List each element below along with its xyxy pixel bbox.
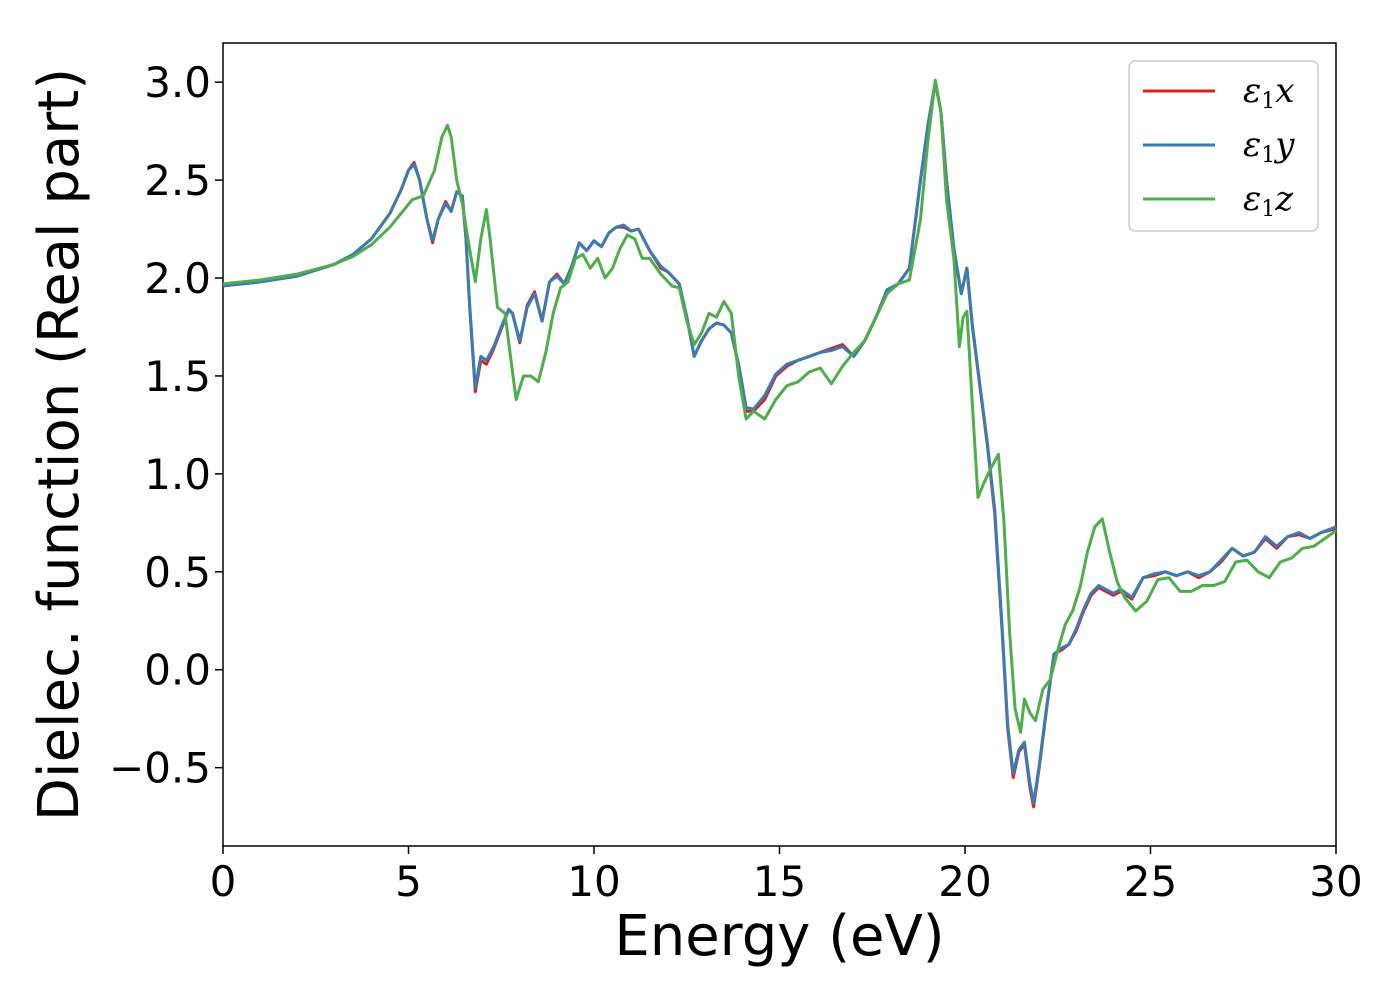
y-tick-label: 1.0 <box>144 450 211 499</box>
y-tick-label: 1.5 <box>144 352 211 401</box>
x-tick-label: 25 <box>1124 857 1177 906</box>
legend-label: ε1z <box>1243 179 1294 222</box>
legend-symbol: ε <box>1243 125 1261 165</box>
y-tick-label: 2.0 <box>144 254 211 303</box>
x-tick-label: 30 <box>1309 857 1362 906</box>
y-tick-label: 0.5 <box>144 548 211 597</box>
legend-variable: x <box>1275 71 1294 111</box>
series-lines <box>222 78 1337 809</box>
y-axis-label: Dielec. function (Real part) <box>27 68 92 821</box>
legend-label: ε1x <box>1243 71 1294 114</box>
series-line-y <box>222 80 1337 805</box>
x-tick-label: 15 <box>753 857 806 906</box>
x-tick-label: 0 <box>210 857 237 906</box>
legend-variable: y <box>1273 125 1295 165</box>
legend-subscript: 1 <box>1261 143 1275 168</box>
legend-symbol: ε <box>1243 179 1261 219</box>
axis-ticks: 0 5 10 15 20 25 30 −0.5 0.0 0.5 1.0 1.5 2.0 2.5 3.0 <box>109 58 1363 906</box>
legend-box <box>1128 60 1319 232</box>
series-line-z <box>222 78 1337 734</box>
legend-label: ε1y <box>1243 125 1295 168</box>
x-tick-label: 20 <box>938 857 991 906</box>
y-tick-label: 2.5 <box>144 156 211 205</box>
legend-subscript: 1 <box>1261 197 1275 222</box>
x-axis-label: Energy (eV) <box>614 904 944 969</box>
x-tick-label: 10 <box>567 857 620 906</box>
y-tick-label: 0.0 <box>144 646 211 695</box>
legend-variable: z <box>1274 179 1294 219</box>
y-tick-label: −0.5 <box>109 744 211 793</box>
y-tick-label: 3.0 <box>144 58 211 107</box>
legend-symbol: ε <box>1243 71 1261 111</box>
x-tick-label: 5 <box>395 857 422 906</box>
legend-subscript: 1 <box>1261 89 1275 114</box>
